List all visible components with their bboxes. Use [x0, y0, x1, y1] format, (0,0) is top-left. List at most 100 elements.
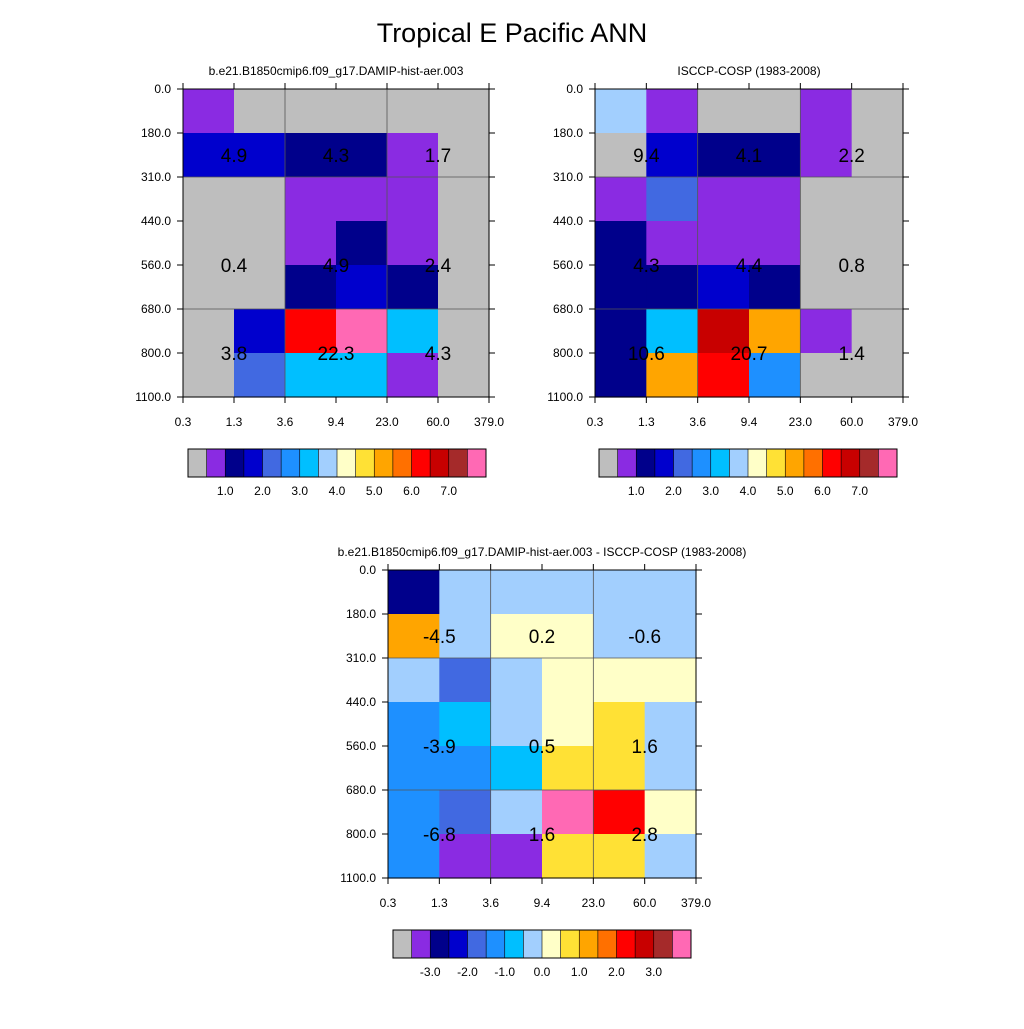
y-tick-label: 310.0 — [553, 170, 583, 184]
heatmap-cell — [542, 702, 594, 747]
data-label: 4.9 — [221, 146, 247, 167]
x-tick-label: 23.0 — [789, 415, 813, 429]
y-tick-label: 440.0 — [141, 214, 171, 228]
colorbar-label: 3.0 — [291, 484, 308, 498]
colorbar-swatch — [225, 449, 245, 477]
heatmap-cell — [234, 265, 286, 310]
heatmap-cell — [388, 834, 440, 879]
heatmap-cell — [851, 89, 904, 134]
heatmap-cell — [234, 353, 286, 398]
colorbar-label: 6.0 — [814, 484, 831, 498]
heatmap-cell — [800, 309, 853, 354]
heatmap-cell — [490, 834, 543, 879]
data-label: 1.6 — [529, 825, 555, 846]
heatmap-cell — [644, 570, 697, 615]
data-label: 4.4 — [736, 256, 763, 277]
data-label: 4.1 — [736, 146, 762, 167]
colorbar-label: 2.0 — [254, 484, 271, 498]
heatmap-cell — [387, 221, 439, 266]
heatmap-cell — [336, 353, 388, 398]
heatmap-cell — [438, 265, 490, 310]
data-label: 1.4 — [838, 344, 865, 365]
heatmap-cell — [542, 790, 594, 835]
colorbar-label: 1.0 — [571, 965, 588, 979]
y-tick-label: 800.0 — [553, 346, 583, 360]
data-label: -3.9 — [423, 737, 456, 758]
colorbar-swatch — [486, 930, 506, 958]
heatmap-cell — [183, 353, 235, 398]
heatmap-cell — [697, 177, 750, 222]
heatmap-cell — [646, 353, 699, 398]
colorbar-label: 4.0 — [329, 484, 346, 498]
colorbar-swatch — [430, 930, 450, 958]
data-label: -4.5 — [423, 627, 456, 648]
heatmap-cell — [285, 133, 337, 178]
heatmap-cell — [542, 746, 594, 791]
heatmap-cell — [438, 353, 490, 398]
colorbar-label: 0.0 — [534, 965, 551, 979]
colorbar-swatch — [654, 449, 674, 477]
colorbar-swatch — [467, 930, 487, 958]
y-tick-label: 680.0 — [346, 783, 376, 797]
colorbar-swatch — [281, 449, 301, 477]
colorbar-swatch — [411, 449, 431, 477]
heatmap-cell — [644, 614, 697, 659]
heatmap-cell — [851, 353, 904, 398]
data-label: 0.4 — [221, 256, 248, 277]
heatmap-cell — [593, 834, 646, 879]
data-label: 2.8 — [631, 825, 657, 846]
panel-1: b.e21.B1850cmip6.f09_g17.DAMIP-hist-aer.… — [135, 64, 504, 498]
heatmap-cell — [490, 658, 543, 703]
heatmap-cell — [595, 89, 647, 134]
heatmap-cell — [387, 265, 439, 310]
heatmap-cell — [800, 133, 853, 178]
x-tick-label: 379.0 — [888, 415, 918, 429]
colorbar-swatch — [672, 930, 692, 958]
heatmap-cell — [387, 177, 439, 222]
x-tick-label: 9.4 — [741, 415, 758, 429]
heatmap-cell — [646, 309, 699, 354]
heatmap-cell — [593, 570, 646, 615]
y-tick-label: 560.0 — [141, 258, 171, 272]
x-tick-label: 23.0 — [582, 896, 606, 910]
x-tick-label: 3.6 — [689, 415, 706, 429]
heatmap-cell — [439, 834, 492, 879]
colorbar-swatch — [188, 449, 208, 477]
y-tick-label: 800.0 — [141, 346, 171, 360]
colorbar-label: 4.0 — [740, 484, 757, 498]
colorbar-swatch — [597, 930, 617, 958]
heatmap-cell — [697, 89, 750, 134]
heatmap-cell — [183, 133, 235, 178]
heatmap-cell — [438, 221, 490, 266]
data-label: 4.3 — [425, 344, 451, 365]
colorbar-swatch — [636, 449, 656, 477]
colorbar-swatch — [560, 930, 580, 958]
colorbar-swatch — [299, 449, 319, 477]
y-tick-label: 560.0 — [346, 739, 376, 753]
heatmap-cell — [851, 265, 904, 310]
colorbar-label: 5.0 — [366, 484, 383, 498]
colorbar-swatch — [710, 449, 730, 477]
colorbar-swatch — [430, 449, 450, 477]
colorbar-swatch — [392, 449, 412, 477]
data-label: 1.7 — [425, 146, 451, 167]
x-tick-label: 23.0 — [375, 415, 399, 429]
data-label: -0.6 — [628, 627, 661, 648]
heatmap-cell — [388, 570, 440, 615]
data-label: 9.4 — [633, 146, 660, 167]
heatmap-cell — [439, 614, 492, 659]
colorbar-swatch — [617, 449, 637, 477]
colorbar-frame — [392, 929, 692, 959]
colorbar-swatch — [785, 449, 805, 477]
heatmap-cell — [387, 133, 439, 178]
heatmap-cell — [644, 702, 697, 747]
heatmap-cell — [234, 133, 286, 178]
heatmap-cell — [542, 570, 594, 615]
heatmap-cell — [387, 89, 439, 134]
data-label: 10.6 — [628, 344, 665, 365]
heatmap-cell — [593, 746, 646, 791]
panel-2: ISCCP-COSP (1983-2008) 0.0 180.0 310.0 440.0… — [547, 64, 918, 498]
y-tick-label: 680.0 — [553, 302, 583, 316]
